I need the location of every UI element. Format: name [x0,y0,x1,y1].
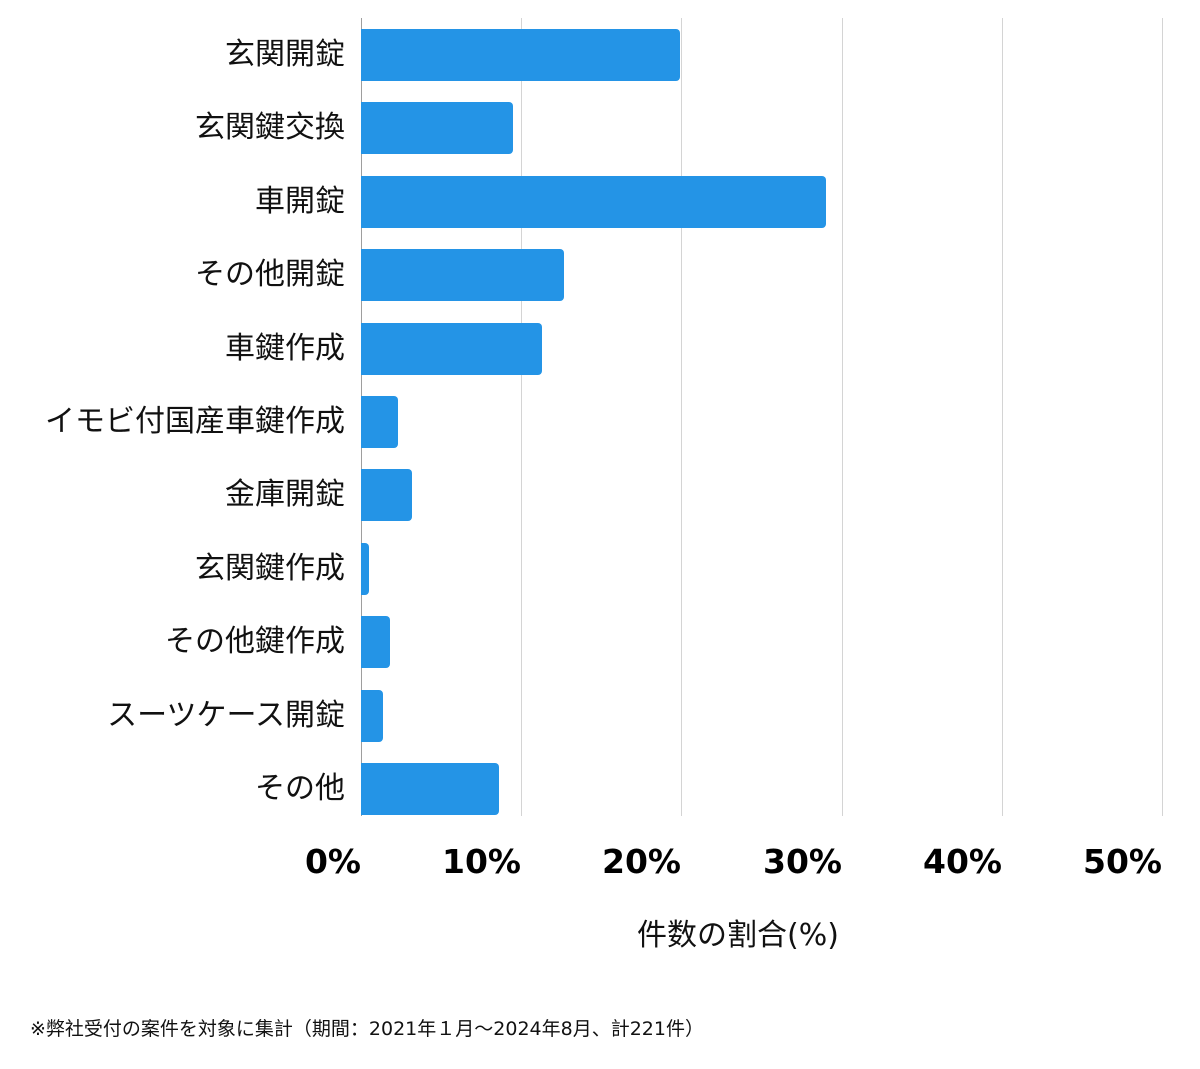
bar [361,396,398,448]
category-label: その他鍵作成 [165,624,345,659]
bar [361,102,513,154]
category-label: スーツケース開錠 [107,698,345,733]
x-tick-label: 10% [442,842,521,881]
gridline [1162,18,1163,816]
gridline [521,18,522,816]
category-label: 玄関鍵作成 [195,551,345,586]
bar [361,543,369,595]
category-label: 玄関開錠 [225,37,345,72]
bar [361,690,383,742]
bar-row: イモビ付国産車鍵作成 [0,396,1200,448]
x-tick-label: 20% [602,842,681,881]
category-label: その他開錠 [195,257,345,292]
bar-row: 車開錠 [0,176,1200,228]
bar-row: その他 [0,763,1200,815]
bar [361,763,499,815]
gridline [681,18,682,816]
bar-row: 車鍵作成 [0,323,1200,375]
bar [361,249,564,301]
bar-row: スーツケース開錠 [0,690,1200,742]
x-tick-label: 0% [304,842,361,881]
bar-row: その他鍵作成 [0,616,1200,668]
x-tick-label: 40% [923,842,1002,881]
x-axis-label: 件数の割合(%) [637,918,839,953]
category-label: 金庫開錠 [225,477,345,512]
category-label: 車開錠 [255,184,345,219]
bar-row: 玄関鍵交換 [0,102,1200,154]
bar [361,29,680,81]
footnote: ※弊社受付の案件を対象に集計（期間：2021年１月〜2024年8月、計221件） [30,1018,704,1040]
bar-chart: 玄関開錠玄関鍵交換車開錠その他開錠車鍵作成イモビ付国産車鍵作成金庫開錠玄関鍵作成… [0,18,1200,953]
x-tick-label: 50% [1083,842,1162,881]
bar-row: その他開錠 [0,249,1200,301]
category-label: 玄関鍵交換 [195,110,345,145]
gridline [1002,18,1003,816]
bar-row: 金庫開錠 [0,469,1200,521]
bar [361,323,542,375]
bar [361,616,390,668]
x-tick-label: 30% [763,842,842,881]
category-label: イモビ付国産車鍵作成 [45,404,345,439]
category-label: その他 [255,771,345,806]
bar [361,469,412,521]
bar [361,176,826,228]
bar-row: 玄関鍵作成 [0,543,1200,595]
category-label: 車鍵作成 [225,331,345,366]
bar-row: 玄関開錠 [0,29,1200,81]
gridline [842,18,843,816]
